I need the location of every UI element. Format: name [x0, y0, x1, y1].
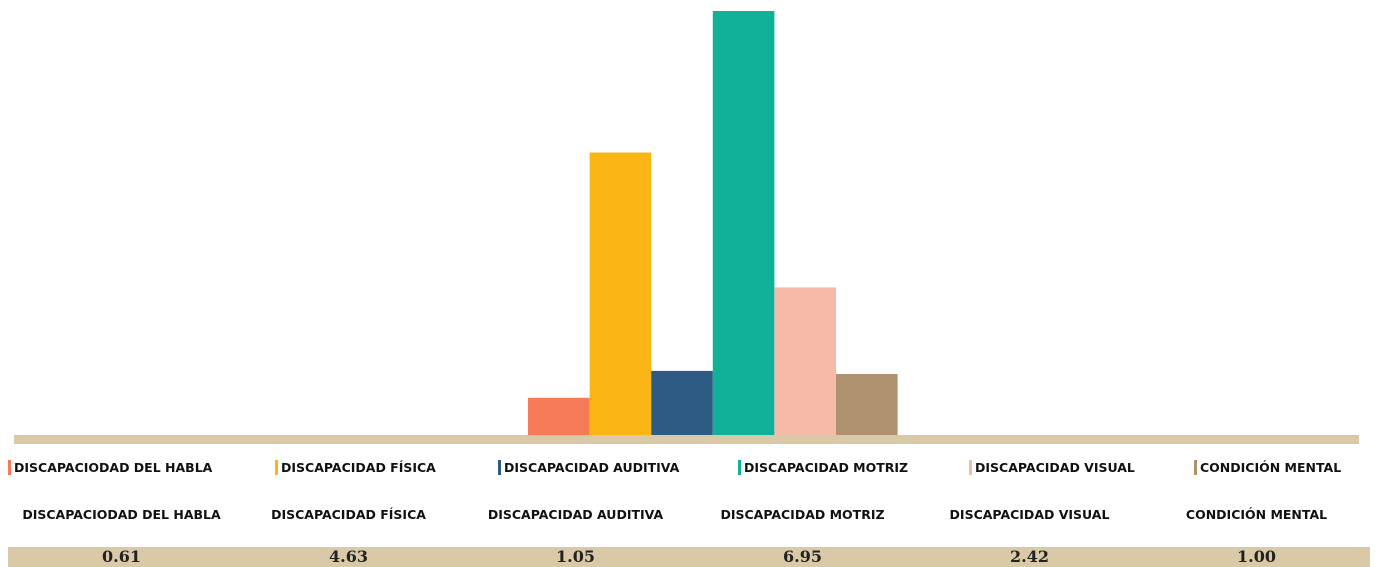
value-table: 0.61 4.63 1.05 6.95 2.42 1.00: [8, 547, 1370, 567]
legend-swatch-3: [738, 460, 741, 475]
legend-item-2: DISCAPACIDAD AUDITIVA: [498, 460, 679, 475]
category-label-3: DISCAPACIDAD MOTRIZ: [720, 507, 885, 522]
value-label-3: 6.95: [783, 547, 822, 566]
bar-2: [651, 370, 713, 435]
bar-5: [836, 374, 898, 435]
value-label-1: 4.63: [329, 547, 368, 566]
legend-label-2: DISCAPACIDAD AUDITIVA: [504, 460, 680, 475]
category-label-5: CONDICIÓN MENTAL: [1185, 507, 1328, 522]
category-labels: DISCAPACIODAD DEL HABLA DISCAPACIDAD FÍSI…: [8, 507, 1370, 527]
legend-label-3: DISCAPACIDAD MOTRIZ: [744, 460, 909, 475]
legend-label-0: DISCAPACIODAD DEL HABLA: [14, 460, 213, 475]
legend-item-5: CONDICIÓN MENTAL: [1194, 460, 1341, 475]
value-label-4: 2.42: [1010, 547, 1049, 566]
category-label-4: DISCAPACIDAD VISUAL: [949, 507, 1110, 522]
legend-item-4: DISCAPACIDAD VISUAL: [969, 460, 1135, 475]
bar-0: [528, 397, 590, 435]
legend-swatch-5: [1194, 460, 1197, 475]
value-label-2: 1.05: [556, 547, 595, 566]
legend-swatch-4: [969, 460, 972, 475]
category-label-2: DISCAPACIDAD AUDITIVA: [487, 507, 664, 522]
legend-swatch-0: [8, 460, 11, 475]
value-label-5: 1.00: [1237, 547, 1276, 566]
value-label-0: 0.61: [102, 547, 141, 566]
legend-swatch-1: [275, 460, 278, 475]
bars-group: [528, 11, 898, 435]
legend: DISCAPACIODAD DEL HABLA DISCAPACIDAD FÍSI…: [8, 460, 1370, 484]
legend-item-1: DISCAPACIDAD FÍSICA: [275, 460, 436, 475]
bar-1: [589, 152, 652, 435]
legend-item-3: DISCAPACIDAD MOTRIZ: [738, 460, 908, 475]
legend-label-5: CONDICIÓN MENTAL: [1200, 460, 1342, 475]
legend-swatch-2: [498, 460, 501, 475]
category-label-1: DISCAPACIDAD FÍSICA: [271, 507, 426, 522]
bar-4: [774, 287, 836, 435]
legend-label-4: DISCAPACIDAD VISUAL: [975, 460, 1135, 475]
bar-3: [712, 11, 775, 435]
x-axis-baseline: [14, 435, 1359, 444]
legend-label-1: DISCAPACIDAD FÍSICA: [281, 460, 436, 475]
category-label-0: DISCAPACIODAD DEL HABLA: [22, 507, 221, 522]
legend-item-0: DISCAPACIODAD DEL HABLA: [8, 460, 212, 475]
